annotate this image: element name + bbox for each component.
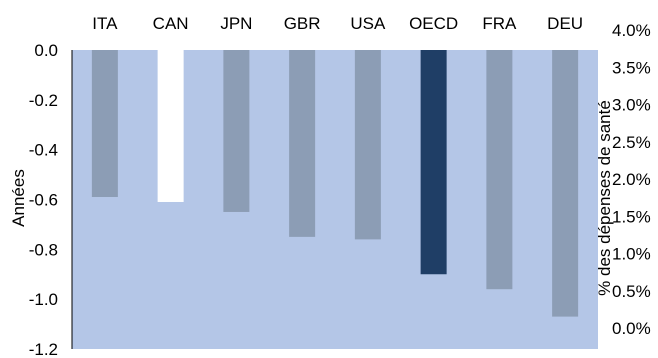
bar-fra — [486, 50, 513, 290]
y2-tick-label: 3.0% — [612, 96, 651, 115]
y-tick-label: -0.4 — [29, 141, 58, 160]
right-axis-ticks: 0.0% 0.5% 1.0% 1.5% 2.0% 2.5% 3.0% 3.5% 4.0% — [612, 21, 651, 338]
y-tick-label: -1.2 — [29, 340, 58, 358]
y2-tick-label: 0.0% — [612, 319, 651, 338]
bar-oecd — [420, 50, 447, 275]
y2-tick-label: 4.0% — [612, 21, 651, 40]
plot-area — [72, 50, 598, 349]
category-label-usa: USA — [350, 14, 386, 33]
category-label-gbr: GBR — [284, 14, 321, 33]
bar-usa — [354, 50, 381, 240]
category-labels: ITA CAN JPN GBR USA OECD FRA DEU — [92, 14, 583, 33]
y-tick-label: -0.2 — [29, 91, 58, 110]
y2-tick-label: 0.5% — [612, 282, 651, 301]
y-tick-label: -0.6 — [29, 191, 58, 210]
category-label-fra: FRA — [482, 14, 517, 33]
y2-tick-label: 1.0% — [612, 245, 651, 264]
bar-can — [157, 50, 184, 202]
bar-ita — [91, 50, 118, 198]
y-tick-label: 0.0 — [34, 41, 58, 60]
category-label-deu: DEU — [547, 14, 583, 33]
category-label-can: CAN — [153, 14, 189, 33]
category-label-oecd: OECD — [409, 14, 458, 33]
y-tick-label: -1.0 — [29, 290, 58, 309]
bar-deu — [552, 50, 579, 317]
secondary-y-axis-title: % des dépenses de santé — [595, 100, 614, 296]
y2-tick-label: 2.0% — [612, 170, 651, 189]
y-tick-label: -0.8 — [29, 240, 58, 259]
y2-tick-label: 3.5% — [612, 58, 651, 77]
category-label-jpn: JPN — [220, 14, 252, 33]
y2-tick-label: 1.5% — [612, 207, 651, 226]
y-axis-title: Années — [9, 169, 28, 227]
bar-gbr — [289, 50, 316, 237]
category-label-ita: ITA — [92, 14, 118, 33]
bar-jpn — [223, 50, 250, 212]
y2-tick-label: 2.5% — [612, 133, 651, 152]
left-axis-ticks: 0.0 -0.2 -0.4 -0.6 -0.8 -1.0 -1.2 — [29, 41, 58, 358]
bars-group — [91, 50, 579, 317]
